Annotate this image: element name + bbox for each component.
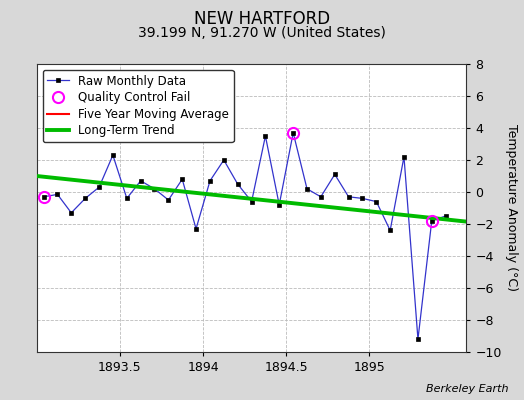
Text: 39.199 N, 91.270 W (United States): 39.199 N, 91.270 W (United States)	[138, 26, 386, 40]
Legend: Raw Monthly Data, Quality Control Fail, Five Year Moving Average, Long-Term Tren: Raw Monthly Data, Quality Control Fail, …	[42, 70, 234, 142]
Y-axis label: Temperature Anomaly (°C): Temperature Anomaly (°C)	[506, 124, 518, 292]
Text: NEW HARTFORD: NEW HARTFORD	[194, 10, 330, 28]
Text: Berkeley Earth: Berkeley Earth	[426, 384, 508, 394]
